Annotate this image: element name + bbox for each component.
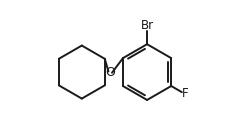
Text: Br: Br (141, 19, 154, 32)
Text: O: O (105, 66, 115, 79)
Text: F: F (182, 87, 188, 100)
